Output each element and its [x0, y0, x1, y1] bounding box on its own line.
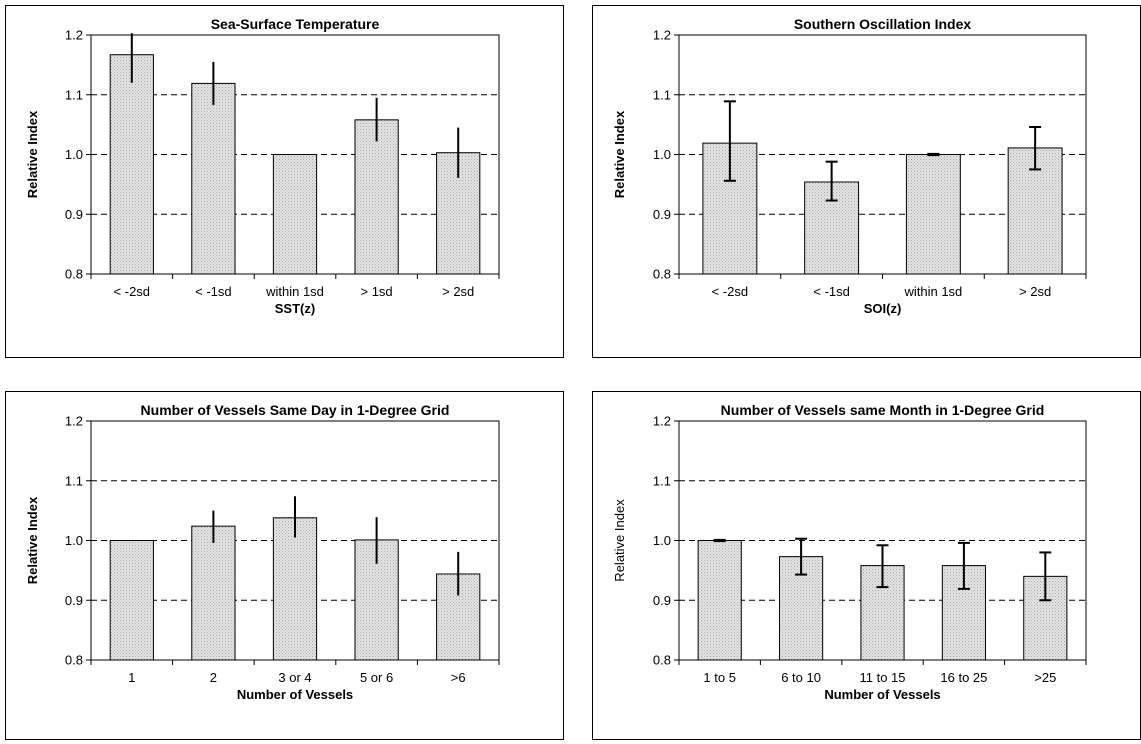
chart-title: Sea-Surface Temperature [211, 16, 380, 32]
y-axis-title: Relative Index [25, 110, 40, 198]
y-tick-label: 0.8 [653, 653, 671, 668]
y-axis-title: Relative Index [612, 110, 627, 198]
chart-soi: Southern Oscillation Index 0.8 0.9 1.0 1.1 1.… [612, 16, 1087, 316]
y-axis-title: Relative Index [612, 499, 627, 582]
chart-panel-soi: Southern Oscillation Index 0.8 0.9 1.0 1.1 1.… [592, 5, 1141, 358]
x-tick-label: 1 [128, 670, 135, 685]
bar [354, 119, 399, 275]
y-tick-label: 1.2 [65, 414, 83, 429]
y-tick-label: 0.8 [653, 267, 671, 282]
x-tick-label: within 1sd [265, 284, 324, 299]
chart-panel-vessels-month: Number of Vessels same Month in 1-Degree… [592, 391, 1141, 740]
x-tick-label: 5 or 6 [360, 670, 393, 685]
y-axis-title: Relative Index [25, 496, 40, 584]
x-tick-label: within 1sd [903, 284, 962, 299]
x-tick-label: 6 to 10 [781, 670, 821, 685]
y-tick-label: 1.2 [653, 414, 671, 429]
x-tick-label: > 2sd [442, 284, 474, 299]
x-tick-label: >6 [451, 670, 466, 685]
bar [109, 540, 154, 661]
x-tick-label: < -1sd [195, 284, 232, 299]
y-tick-label: 1.0 [65, 147, 83, 162]
bar [272, 517, 318, 661]
y-tick-label: 1.0 [653, 533, 671, 548]
x-tick-label: < -2sd [712, 284, 749, 299]
chart-panel-vessels-day: Number of Vessels Same Day in 1-Degree G… [5, 391, 564, 740]
x-tick-label: > 2sd [1019, 284, 1051, 299]
bar [272, 154, 318, 275]
y-tick-label: 0.9 [65, 593, 83, 608]
y-tick-label: 1.0 [653, 147, 671, 162]
bar [697, 540, 742, 661]
y-tick-label: 1.0 [65, 533, 83, 548]
y-tick-label: 1.2 [65, 28, 83, 43]
y-tick-label: 1.1 [653, 87, 671, 102]
y-tick-label: 1.1 [65, 87, 83, 102]
x-axis-title: Number of Vessels [237, 687, 353, 702]
x-tick-label: > 1sd [361, 284, 393, 299]
bar [436, 152, 481, 275]
x-tick-label: 2 [210, 670, 217, 685]
y-tick-label: 1.2 [653, 28, 671, 43]
chart-title: Southern Oscillation Index [794, 16, 972, 32]
x-axis-title: SOI(z) [864, 301, 902, 316]
chart-vessels-month: Number of Vessels same Month in 1-Degree… [612, 402, 1087, 702]
y-tick-label: 0.8 [65, 267, 83, 282]
x-tick-label: 16 to 25 [940, 670, 987, 685]
chart-title: Number of Vessels same Month in 1-Degree… [721, 402, 1045, 418]
bar [191, 525, 236, 661]
x-tick-label: 11 to 15 [859, 670, 905, 685]
y-tick-label: 0.8 [65, 653, 83, 668]
x-axis-title: SST(z) [275, 301, 315, 316]
y-tick-label: 0.9 [653, 207, 671, 222]
x-tick-label: >25 [1034, 670, 1056, 685]
bar [109, 54, 154, 275]
x-axis-title: Number of Vessels [824, 687, 940, 702]
y-tick-label: 0.9 [653, 593, 671, 608]
bar [191, 82, 236, 275]
chart-sst: Sea-Surface Temperature 0.8 0.9 1.0 1.1 1.2 < … [25, 16, 500, 316]
chart-panel-sst: Sea-Surface Temperature 0.8 0.9 1.0 1.1 1.2 < … [5, 5, 564, 358]
x-tick-label: 3 or 4 [278, 670, 311, 685]
chart-title: Number of Vessels Same Day in 1-Degree G… [141, 402, 450, 418]
y-tick-label: 0.9 [65, 207, 83, 222]
bar [905, 154, 961, 275]
chart-vessels-day: Number of Vessels Same Day in 1-Degree G… [25, 402, 500, 702]
x-tick-label: < -1sd [813, 284, 850, 299]
y-tick-label: 1.1 [653, 473, 671, 488]
x-tick-label: 1 to 5 [703, 670, 736, 685]
x-tick-label: < -2sd [114, 284, 151, 299]
y-tick-label: 1.1 [65, 473, 83, 488]
